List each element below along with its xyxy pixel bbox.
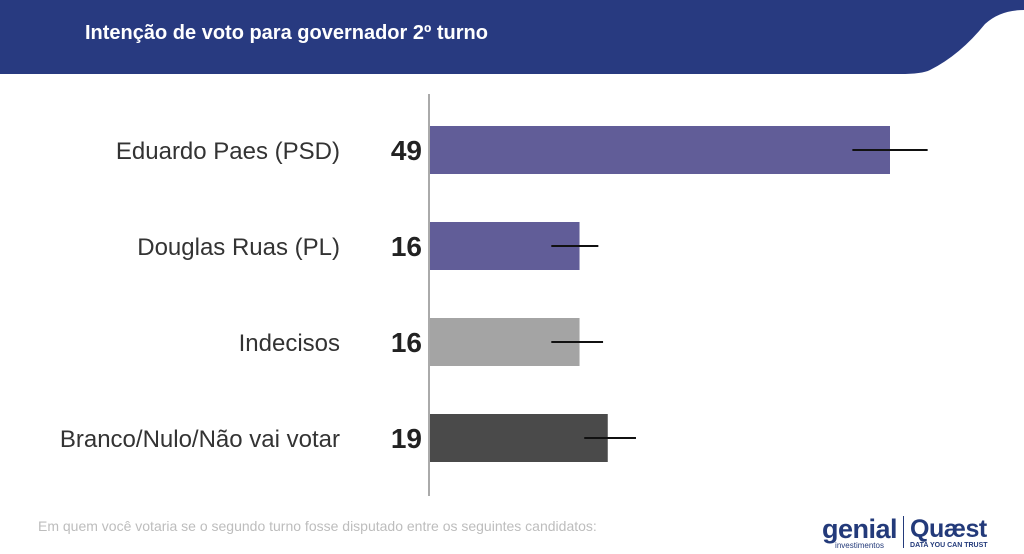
genial-logo-sub: investimentos [835,541,884,550]
logos: genial investimentos Quæst DATA YOU CAN … [822,516,988,550]
category-label: Eduardo Paes (PSD) [116,138,340,165]
header-background [0,0,1024,74]
footnote: Em quem você votaria se o segundo turno … [38,518,597,534]
value-label: 16 [391,327,422,358]
quaest-logo-sub: DATA YOU CAN TRUST [910,542,988,549]
quaest-logo: Quæst DATA YOU CAN TRUST [910,516,988,550]
value-label: 49 [391,135,422,166]
bar [429,126,890,174]
bar-chart: Eduardo Paes (PSD) 49 Douglas Ruas (PL) 16 I… [60,94,928,496]
category-label: Douglas Ruas (PL) [137,234,340,261]
value-label: 16 [391,231,422,262]
genial-logo: genial investimentos [822,514,898,550]
category-label: Indecisos [239,330,340,357]
category-label: Branco/Nulo/Não vai votar [60,426,340,453]
quaest-logo-name: Quæst [910,515,987,543]
chart-title: Intenção de voto para governador 2º turn… [85,22,488,44]
value-label: 19 [391,423,422,454]
genial-logo-name: genial [822,514,898,544]
logo-divider [903,516,905,548]
bar [429,414,608,462]
header-band [0,0,1024,74]
